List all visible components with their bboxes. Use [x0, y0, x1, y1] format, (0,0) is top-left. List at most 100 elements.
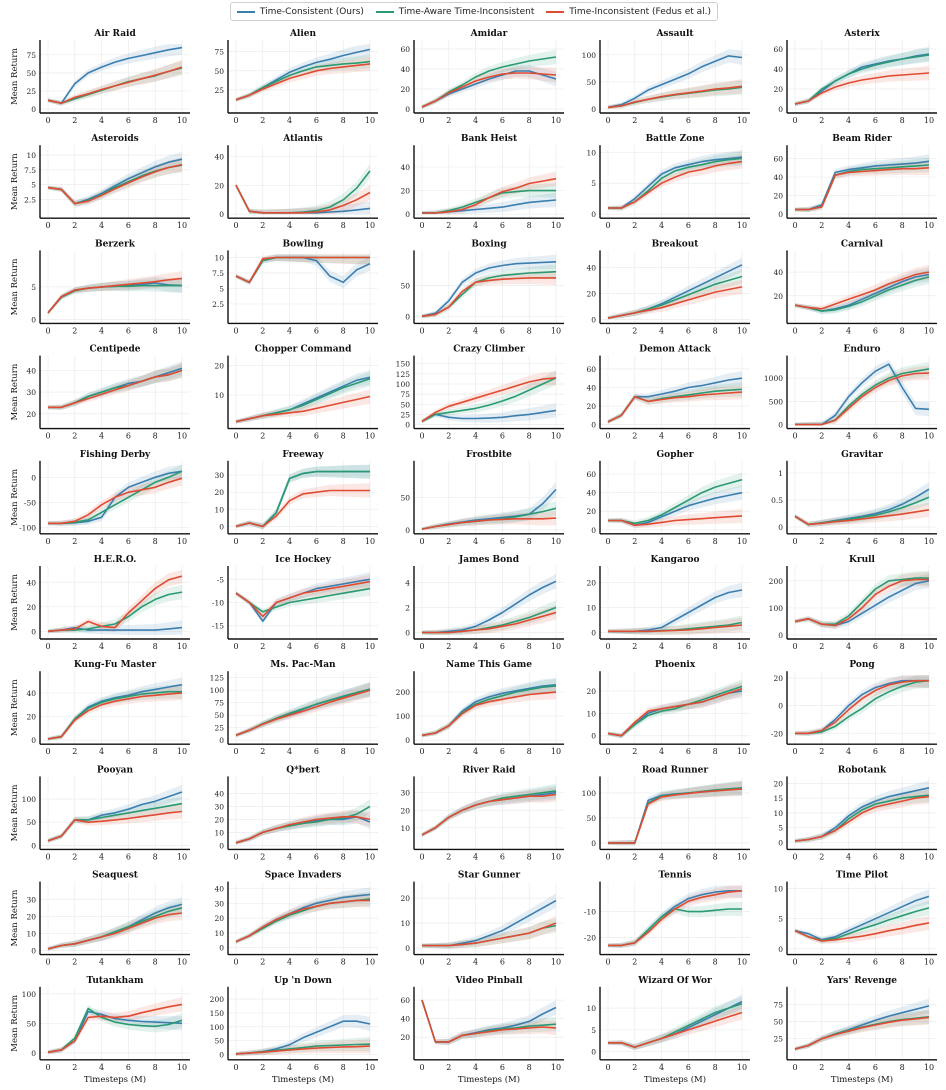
- panel-title: Yars' Revenge: [826, 976, 897, 986]
- band-time-consistent: [422, 785, 556, 837]
- x-tick-label: 0: [45, 958, 50, 967]
- y-tick-label: 20: [26, 603, 36, 612]
- x-tick-label: 2: [446, 537, 451, 546]
- band-time-consistent: [48, 1008, 182, 1055]
- panel-wizard-of-wor: 0 2 4 6 8 10 0 5 10 Wizard Of Wor Timesteps (M): [586, 976, 750, 1085]
- y-tick-label: 20: [214, 914, 224, 923]
- series-line-time-inconsistent: [421, 377, 557, 423]
- x-tick-label: 0: [605, 432, 610, 441]
- y-tick-label: 50: [26, 818, 36, 827]
- x-tick-label: 8: [713, 537, 718, 546]
- panel-gopher: 0 2 4 6 8 10 0 20 40 60 Gopher: [586, 450, 750, 546]
- band-time-aware: [48, 60, 182, 106]
- y-tick-label: 30: [400, 789, 410, 798]
- x-tick-label: 10: [924, 326, 934, 335]
- x-axis-label: Timesteps (M): [458, 1074, 520, 1085]
- band-time-aware: [236, 54, 370, 102]
- y-tick-label: 50: [214, 67, 224, 76]
- x-tick-label: 4: [287, 432, 292, 441]
- series-line-time-inconsistent: [608, 160, 743, 209]
- series-line-time-consistent: [794, 895, 930, 941]
- band-time-inconsistent: [236, 683, 370, 738]
- x-tick-label: 10: [737, 432, 747, 441]
- band-time-aware: [236, 254, 370, 285]
- x-tick-label: 6: [686, 537, 691, 546]
- y-tick-label: 0: [591, 839, 596, 848]
- x-tick-label: 6: [686, 432, 691, 441]
- x-tick-label: 6: [314, 116, 319, 125]
- band-time-aware: [795, 47, 929, 106]
- x-tick-label: 10: [551, 537, 561, 546]
- panel-title: Time Pilot: [836, 871, 889, 881]
- x-tick-label: 8: [527, 1063, 532, 1072]
- band-time-inconsistent: [48, 804, 182, 843]
- x-tick-label: 2: [632, 747, 637, 756]
- x-tick-label: 10: [177, 958, 187, 967]
- series-line-time-inconsistent: [608, 624, 743, 633]
- y-tick-label: 0: [219, 522, 224, 531]
- x-tick-label: 6: [126, 958, 131, 967]
- series-line-time-inconsistent: [421, 277, 556, 318]
- y-tick-label: -10: [584, 908, 596, 917]
- x-tick-label: 6: [686, 958, 691, 967]
- panel-title: Star Gunner: [458, 871, 520, 881]
- y-tick-label: 0: [778, 105, 783, 114]
- y-tick-label: 40: [586, 489, 596, 498]
- panel-centipede: 0 2 4 6 8 10 20 30 40 Centipede Mean Return: [10, 345, 190, 441]
- panel-battle-zone: 0 2 4 6 8 10 0 5 10 Battle Zone: [586, 134, 750, 230]
- series-line-time-inconsistent: [235, 815, 371, 844]
- panel-tennis: 0 2 4 6 8 10 -20 -10 Tennis: [584, 871, 750, 967]
- x-tick-label: 2: [819, 221, 824, 230]
- band-time-consistent: [48, 44, 182, 106]
- band-time-inconsistent: [795, 502, 929, 527]
- y-tick-label: 20: [400, 806, 410, 815]
- band-time-inconsistent: [795, 1010, 929, 1051]
- band-time-aware: [48, 464, 182, 526]
- y-tick-label: 0: [591, 315, 596, 324]
- x-tick-label: 8: [527, 852, 532, 861]
- series-line-time-aware: [607, 685, 743, 737]
- x-tick-label: 10: [551, 852, 561, 861]
- x-tick-label: 4: [473, 221, 478, 230]
- legend-swatch-time-inconsistent: [546, 10, 565, 13]
- y-tick-label: 2: [405, 604, 410, 613]
- x-tick-label: 6: [686, 116, 691, 125]
- y-tick-label: 0: [31, 627, 36, 636]
- series-line-time-inconsistent: [235, 395, 371, 423]
- x-tick-label: 4: [99, 221, 104, 230]
- x-tick-label: 0: [45, 537, 50, 546]
- x-tick-label: 0: [792, 958, 797, 967]
- panel-title: Berzerk: [95, 239, 136, 249]
- panel-kung-fu-master: 0 2 4 6 8 10 0 20 40 Kung-Fu Master Mean Return: [10, 660, 190, 756]
- x-tick-label: 6: [500, 221, 505, 230]
- band-time-inconsistent: [422, 605, 556, 635]
- x-tick-label: 2: [446, 221, 451, 230]
- y-tick-label: 20: [586, 402, 596, 411]
- series-line-time-aware: [794, 276, 930, 312]
- x-tick-label: 2: [260, 1063, 265, 1072]
- panel-kangaroo: 0 2 4 6 8 10 0 10 20 Kangaroo: [586, 555, 750, 651]
- x-tick-label: 0: [233, 958, 238, 967]
- x-tick-label: 0: [419, 537, 424, 546]
- x-tick-label: 10: [177, 326, 187, 335]
- x-tick-label: 8: [341, 1063, 346, 1072]
- y-tick-label: 75: [26, 51, 36, 60]
- series-line-time-inconsistent: [608, 788, 743, 844]
- series-line-time-inconsistent: [47, 1003, 183, 1054]
- x-tick-label: 0: [792, 116, 797, 125]
- panel-title: Space Invaders: [265, 871, 342, 881]
- y-tick-label: 20: [26, 410, 36, 419]
- x-tick-label: 6: [500, 1063, 505, 1072]
- y-tick-label: 100: [210, 686, 225, 695]
- series-line-time-consistent: [795, 160, 930, 211]
- y-tick-label: 20: [400, 894, 410, 903]
- x-tick-label: 8: [153, 432, 158, 441]
- x-tick-label: 2: [446, 432, 451, 441]
- x-tick-label: 10: [365, 958, 375, 967]
- band-time-inconsistent: [236, 893, 370, 944]
- panel-title: Phoenix: [655, 660, 696, 670]
- y-tick-label: 0: [219, 944, 224, 953]
- series-line-time-inconsistent: [794, 271, 930, 310]
- x-tick-label: 0: [45, 326, 50, 335]
- panel-carnival: 0 2 4 6 8 10 20 40 Carnival: [773, 239, 937, 335]
